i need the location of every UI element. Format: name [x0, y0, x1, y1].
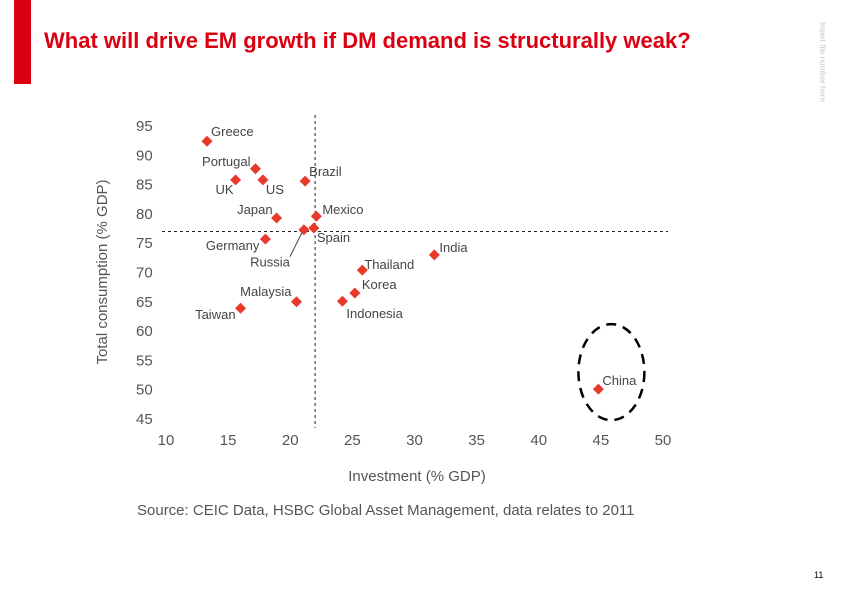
highlight-ellipse [577, 322, 646, 422]
accent-bar [14, 0, 31, 84]
data-point-spain [308, 222, 320, 234]
side-note: Insert file number here [818, 22, 827, 103]
point-label: UK [216, 182, 234, 197]
x-tick-label: 15 [220, 432, 237, 449]
slide-title: What will drive EM growth if DM demand i… [44, 28, 691, 53]
data-point-uk [230, 174, 242, 186]
point-label: Spain [317, 230, 350, 245]
x-tick-label: 20 [282, 432, 299, 449]
data-point-indonesia [336, 295, 348, 307]
data-point-china [592, 383, 604, 395]
point-label: Mexico [322, 202, 363, 217]
point-label: Germany [206, 238, 260, 253]
data-point-brazil [299, 175, 311, 187]
point-label: Greece [211, 124, 254, 139]
point-label: Brazil [309, 164, 342, 179]
point-label: Indonesia [346, 306, 403, 321]
y-tick-label: 50 [136, 382, 153, 399]
y-tick-label: 45 [136, 411, 153, 428]
x-tick-label: 40 [530, 432, 547, 449]
data-point-india [428, 249, 440, 261]
y-tick-label: 65 [136, 294, 153, 311]
y-tick-label: 55 [136, 352, 153, 369]
point-label: India [439, 240, 468, 255]
point-label: Malaysia [240, 284, 292, 299]
source-note: Source: CEIC Data, HSBC Global Asset Man… [137, 502, 634, 519]
y-tick-label: 85 [136, 177, 153, 194]
page-number: 11 [814, 570, 824, 580]
data-point-us [257, 174, 269, 186]
x-tick-label: 35 [468, 432, 485, 449]
point-label: Thailand [364, 257, 414, 272]
y-tick-label: 80 [136, 206, 153, 223]
y-tick-label: 60 [136, 323, 153, 340]
data-point-russia [298, 224, 310, 236]
data-point-japan [271, 212, 283, 224]
x-tick-label: 45 [593, 432, 610, 449]
point-label: Korea [362, 277, 397, 292]
y-tick-label: 90 [136, 147, 153, 164]
point-label: Taiwan [195, 307, 235, 322]
x-tick-label: 10 [158, 432, 175, 449]
data-point-thailand [356, 264, 368, 276]
x-axis-label: Investment (% GDP) [348, 468, 486, 485]
y-tick-label: 70 [136, 265, 153, 282]
data-point-malaysia [290, 296, 302, 308]
data-point-taiwan [235, 302, 247, 314]
point-label: Portugal [202, 154, 251, 169]
x-tick-label: 25 [344, 432, 361, 449]
point-label: Japan [237, 202, 272, 217]
data-point-mexico [310, 210, 322, 222]
y-axis-label: Total consumption (% GDP) [94, 179, 111, 364]
leader-line [289, 232, 303, 257]
y-tick-label: 95 [136, 118, 153, 135]
x-tick-label: 50 [655, 432, 672, 449]
y-tick-label: 75 [136, 235, 153, 252]
point-label: US [266, 182, 284, 197]
data-point-korea [349, 287, 361, 299]
point-label: Russia [250, 255, 291, 270]
point-label: China [602, 373, 637, 388]
data-point-germany [259, 233, 271, 245]
x-tick-label: 30 [406, 432, 423, 449]
data-point-greece [201, 135, 213, 147]
data-point-portugal [249, 163, 261, 175]
